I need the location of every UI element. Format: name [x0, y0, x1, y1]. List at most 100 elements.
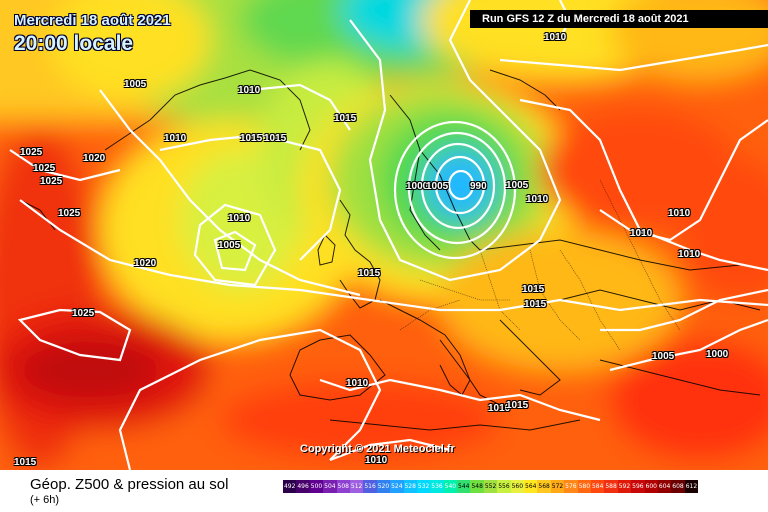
legend-value: 536 — [431, 483, 443, 490]
legend-value: 524 — [391, 483, 403, 490]
legend-swatch — [457, 480, 471, 493]
legend-swatch — [483, 480, 498, 493]
legend-value: 504 — [324, 483, 336, 490]
legend-swatch — [416, 480, 431, 493]
copyright-notice: Copyright © 2021 Meteociel.fr — [300, 443, 455, 455]
legend-swatch — [604, 480, 618, 493]
legend-swatch — [349, 480, 364, 493]
isobars — [9, 0, 768, 470]
model-run-banner: Run GFS 12 Z du Mercredi 18 août 2021 — [470, 10, 768, 28]
legend-swatch — [644, 480, 658, 493]
color-scale-legend — [283, 480, 699, 493]
legend-swatch — [590, 480, 605, 493]
legend-value: 512 — [350, 483, 363, 490]
legend-swatch — [524, 480, 538, 493]
legend-value: 508 — [337, 483, 349, 490]
legend-value: 516 — [364, 483, 376, 490]
geopotential-field — [0, 0, 768, 470]
isobar-label: 1025 — [72, 308, 95, 319]
forecast-offset: (+ 6h) — [30, 494, 60, 506]
isobar-label: 1005 — [218, 240, 241, 251]
legend-value: 572 — [551, 483, 564, 490]
isobar-label: 1020 — [83, 153, 106, 164]
legend-value: 540 — [444, 483, 457, 490]
isobar-label: 990 — [470, 181, 487, 192]
legend-value: 532 — [417, 483, 430, 490]
legend-value: 496 — [297, 483, 309, 490]
isobar-label: 1015 — [334, 113, 357, 124]
legend-swatch — [470, 480, 484, 493]
legend-value: 568 — [538, 483, 550, 490]
legend-value: 604 — [658, 483, 671, 490]
legend-value: 584 — [591, 483, 604, 490]
map-title: Géop. Z500 & pression au sol — [30, 476, 229, 493]
legend-value: 600 — [645, 483, 657, 490]
legend-swatch — [564, 480, 578, 493]
isobar-label: 1010 — [678, 249, 701, 260]
legend-value: 612 — [685, 483, 698, 490]
legend-swatch — [309, 480, 324, 493]
legend-swatch — [684, 480, 699, 493]
isobar-label: 1025 — [33, 163, 56, 174]
legend-value: 492 — [283, 483, 296, 490]
legend-swatch — [671, 480, 685, 493]
legend-value: 556 — [498, 483, 510, 490]
legend-swatch — [510, 480, 525, 493]
isobar-label: 1010 — [346, 378, 369, 389]
isobar-label: 1015 — [358, 268, 381, 279]
isobar-label: 1015 — [240, 133, 263, 144]
legend-value: 596 — [632, 483, 644, 490]
isobar-label: 1010 — [164, 133, 187, 144]
legend-value: 560 — [511, 483, 524, 490]
legend-value: 544 — [458, 483, 470, 490]
isobar-label: 1005 — [506, 180, 529, 191]
isobar-label: 1010 — [544, 32, 567, 43]
legend-value: 548 — [471, 483, 483, 490]
legend-swatch — [631, 480, 645, 493]
legend-value: 528 — [404, 483, 416, 490]
legend-swatch — [283, 480, 297, 493]
legend-swatch — [363, 480, 377, 493]
legend-swatch — [336, 480, 350, 493]
legend-swatch — [430, 480, 444, 493]
legend-swatch — [577, 480, 591, 493]
isobar-label: 1015 — [14, 457, 37, 468]
isobar-label: 1015 — [506, 400, 529, 411]
isobar-label: 1010 — [668, 208, 691, 219]
legend-swatch — [497, 480, 511, 493]
legend-value: 552 — [484, 483, 497, 490]
legend-swatch — [617, 480, 632, 493]
isobar-label: 1020 — [134, 258, 157, 269]
isobar-label: 1015 — [522, 284, 545, 295]
legend-swatch — [550, 480, 565, 493]
isobar-label: 1015 — [264, 133, 287, 144]
legend-value: 520 — [377, 483, 390, 490]
isobar-label: 1000 — [706, 349, 729, 360]
legend-swatch — [376, 480, 391, 493]
legend-swatch — [390, 480, 404, 493]
isobar-label: 1010 — [238, 85, 261, 96]
isobar-label: 1010 — [228, 213, 251, 224]
legend-swatch — [403, 480, 417, 493]
isobar-label: 1010 — [630, 228, 653, 239]
isobar-label: 1025 — [20, 147, 43, 158]
isobar-label: 1005 — [652, 351, 675, 362]
isobar-label: 1010 — [488, 403, 511, 414]
legend-value: 580 — [578, 483, 591, 490]
legend-value: 500 — [310, 483, 323, 490]
isobar-label: 1010 — [526, 194, 549, 205]
isobar-label: 1005 — [426, 181, 449, 192]
legend-value: 592 — [618, 483, 631, 490]
legend-swatch — [443, 480, 458, 493]
weather-map: Mercredi 18 août 2021 20:00 locale Run G… — [0, 0, 768, 470]
map-canvas — [0, 0, 768, 470]
legend-swatch — [323, 480, 337, 493]
isobar-label: 1010 — [365, 455, 388, 466]
legend-swatch — [296, 480, 310, 493]
legend-value: 608 — [672, 483, 684, 490]
isobar-label: 1015 — [524, 299, 547, 310]
legend-swatch — [657, 480, 672, 493]
legend-value: 576 — [565, 483, 577, 490]
legend-swatch — [537, 480, 551, 493]
isobar-label: 1005 — [124, 79, 147, 90]
